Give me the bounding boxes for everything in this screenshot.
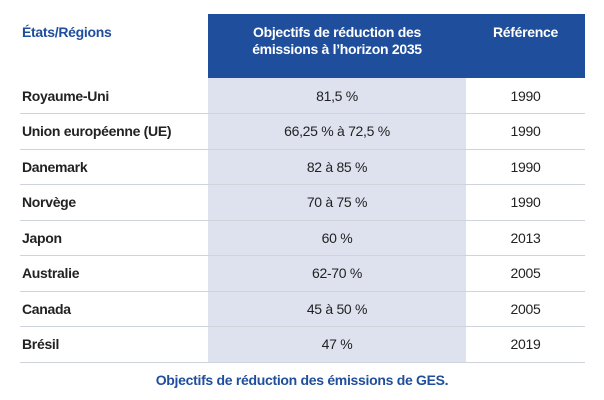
header-text: Objectifs de réduction des émissions à l… — [252, 24, 422, 57]
header-cell: Objectifs de réduction des émissions à l… — [208, 14, 466, 78]
header-cell: États/Régions — [20, 14, 208, 78]
table-body: Royaume-Uni 81,5 % 1990 Union européenne (U… — [20, 78, 585, 363]
table: États/Régions Objectifs de réduction des… — [20, 14, 585, 363]
table-cell: 1990 — [466, 113, 585, 150]
table-cell: Royaume-Uni — [20, 78, 208, 114]
table-cell: Union européenne (UE) — [20, 113, 208, 150]
table-cell: 60 % — [208, 220, 466, 256]
table-header: États/Régions Objectifs de réduction des… — [20, 14, 585, 78]
table-cell: 66,25 % à 72,5 % — [208, 113, 466, 150]
table-cell: 62-70 % — [208, 255, 466, 292]
table-cell: Australie — [20, 255, 208, 292]
table-row: Australie 62-70 % 2005 — [20, 255, 585, 292]
table-row: Brésil 47 % 2019 — [20, 326, 585, 363]
table-cell: 1990 — [466, 149, 585, 185]
table-row: Norvège 70 à 75 % 1990 — [20, 184, 585, 221]
table-row: Danemark 82 à 85 % 1990 — [20, 149, 585, 185]
table-cell: Danemark — [20, 149, 208, 185]
header-row: États/Régions Objectifs de réduction des… — [20, 14, 585, 78]
header-cell: Référence — [466, 14, 585, 78]
table-cell: 81,5 % — [208, 78, 466, 114]
table-cell: 1990 — [466, 184, 585, 221]
table-cell: 2005 — [466, 291, 585, 327]
caption: Objectifs de réduction des émissions de … — [155, 372, 449, 388]
table-row: Royaume-Uni 81,5 % 1990 — [20, 78, 585, 114]
table-cell: 2005 — [466, 255, 585, 292]
table-cell: 45 à 50 % — [208, 291, 466, 327]
table-cell: 2013 — [466, 220, 585, 256]
table-cell: Canada — [20, 291, 208, 327]
table-cell: 2019 — [466, 326, 585, 363]
table-cell: 82 à 85 % — [208, 149, 466, 185]
table-cell: 70 à 75 % — [208, 184, 466, 221]
table-cell: Norvège — [20, 184, 208, 221]
table-row: Union européenne (UE) 66,25 % à 72,5 % 199… — [20, 113, 585, 150]
table-cell: 47 % — [208, 326, 466, 363]
table-cell: Japon — [20, 220, 208, 256]
header-text: États/Régions — [22, 24, 112, 40]
table-row: Japon 60 % 2013 — [20, 220, 585, 256]
table-cell: 1990 — [466, 78, 585, 114]
table-row: Canada 45 à 50 % 2005 — [20, 291, 585, 327]
header-text: Référence — [492, 24, 558, 40]
table-cell: Brésil — [20, 326, 208, 363]
